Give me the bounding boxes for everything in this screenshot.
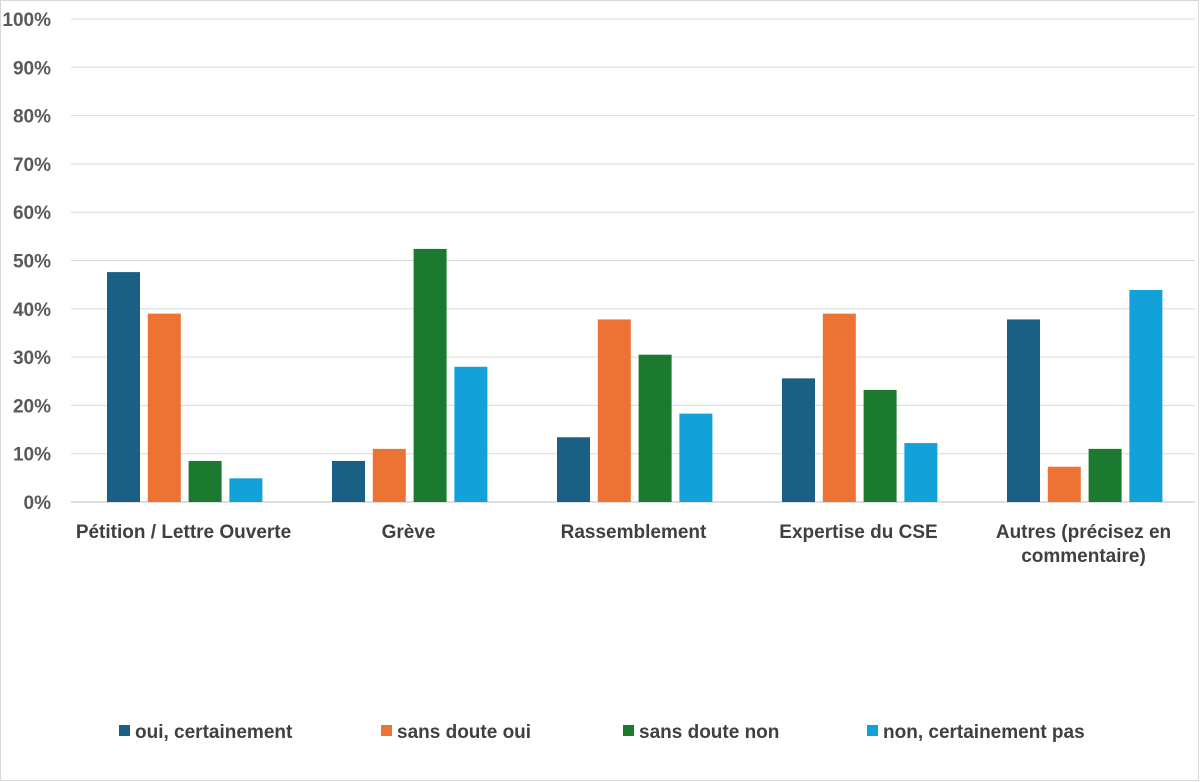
category-label: Autres (précisez en commentaire) xyxy=(996,522,1171,567)
category-label-line: Rassemblement xyxy=(561,522,707,543)
bar-non-certainement-pas xyxy=(454,366,488,502)
bar-non-certainement-pas xyxy=(1129,289,1163,502)
bar-non-certainement-pas xyxy=(229,478,263,502)
category-label: Rassemblement xyxy=(561,522,707,543)
category-label: Pétition / Lettre Ouverte xyxy=(76,522,291,543)
y-axis-ticks: 0% 10% 20% 30% 40% 50% 60% 70% 80% 90% 100% xyxy=(2,10,51,514)
y-tick-label: 90% xyxy=(13,58,51,79)
category-label-line: Autres (précisez en xyxy=(996,522,1171,543)
legend: oui, certainement sans doute oui sans dout… xyxy=(119,722,1085,743)
bar-sans-doute-non xyxy=(1088,448,1122,502)
y-tick-label: 70% xyxy=(13,155,51,176)
bar-sans-doute-oui xyxy=(372,448,406,502)
category-label-line: commentaire) xyxy=(1021,546,1146,567)
legend-label: sans doute non xyxy=(639,722,779,743)
bar-non-certainement-pas xyxy=(679,413,713,502)
category-label-line: Grève xyxy=(382,522,436,543)
bar-sans-doute-non xyxy=(863,389,897,502)
legend-label: sans doute oui xyxy=(397,722,531,743)
bar-non-certainement-pas xyxy=(904,443,938,502)
bar-sans-doute-non xyxy=(188,460,222,502)
category-label-line: Expertise du CSE xyxy=(779,522,937,543)
bar-oui-certainement xyxy=(1007,319,1040,502)
bar-sans-doute-oui xyxy=(147,313,181,502)
legend-swatch xyxy=(119,725,130,736)
x-axis-labels: Pétition / Lettre Ouverte Grève Rassemblem… xyxy=(76,522,1171,567)
legend-swatch xyxy=(623,725,634,736)
y-tick-label: 20% xyxy=(13,396,51,417)
bar-oui-certainement xyxy=(557,437,590,502)
y-tick-label: 100% xyxy=(2,10,51,31)
category-label-line: Pétition / Lettre Ouverte xyxy=(76,522,291,543)
bar-sans-doute-non xyxy=(413,248,447,502)
category-label: Grève xyxy=(382,522,436,543)
bar-sans-doute-oui xyxy=(597,319,631,502)
category-label: Expertise du CSE xyxy=(779,522,937,543)
bar-oui-certainement xyxy=(782,378,815,502)
y-tick-label: 0% xyxy=(24,493,52,514)
legend-swatch xyxy=(867,725,878,736)
y-tick-label: 80% xyxy=(13,107,51,128)
bars xyxy=(107,248,1163,502)
bar-sans-doute-non xyxy=(638,354,672,502)
y-tick-label: 60% xyxy=(13,203,51,224)
bar-sans-doute-oui xyxy=(1047,466,1081,502)
y-tick-label: 30% xyxy=(13,348,51,369)
bar-oui-certainement xyxy=(107,272,140,502)
legend-label: oui, certainement xyxy=(135,722,293,743)
gridlines xyxy=(71,18,1195,503)
bar-oui-certainement xyxy=(332,460,365,502)
legend-swatch xyxy=(381,725,392,736)
y-tick-label: 50% xyxy=(13,252,51,273)
y-tick-label: 10% xyxy=(13,445,51,466)
bar-sans-doute-oui xyxy=(822,313,856,502)
y-tick-label: 40% xyxy=(13,300,51,321)
legend-label: non, certainement pas xyxy=(883,722,1085,743)
